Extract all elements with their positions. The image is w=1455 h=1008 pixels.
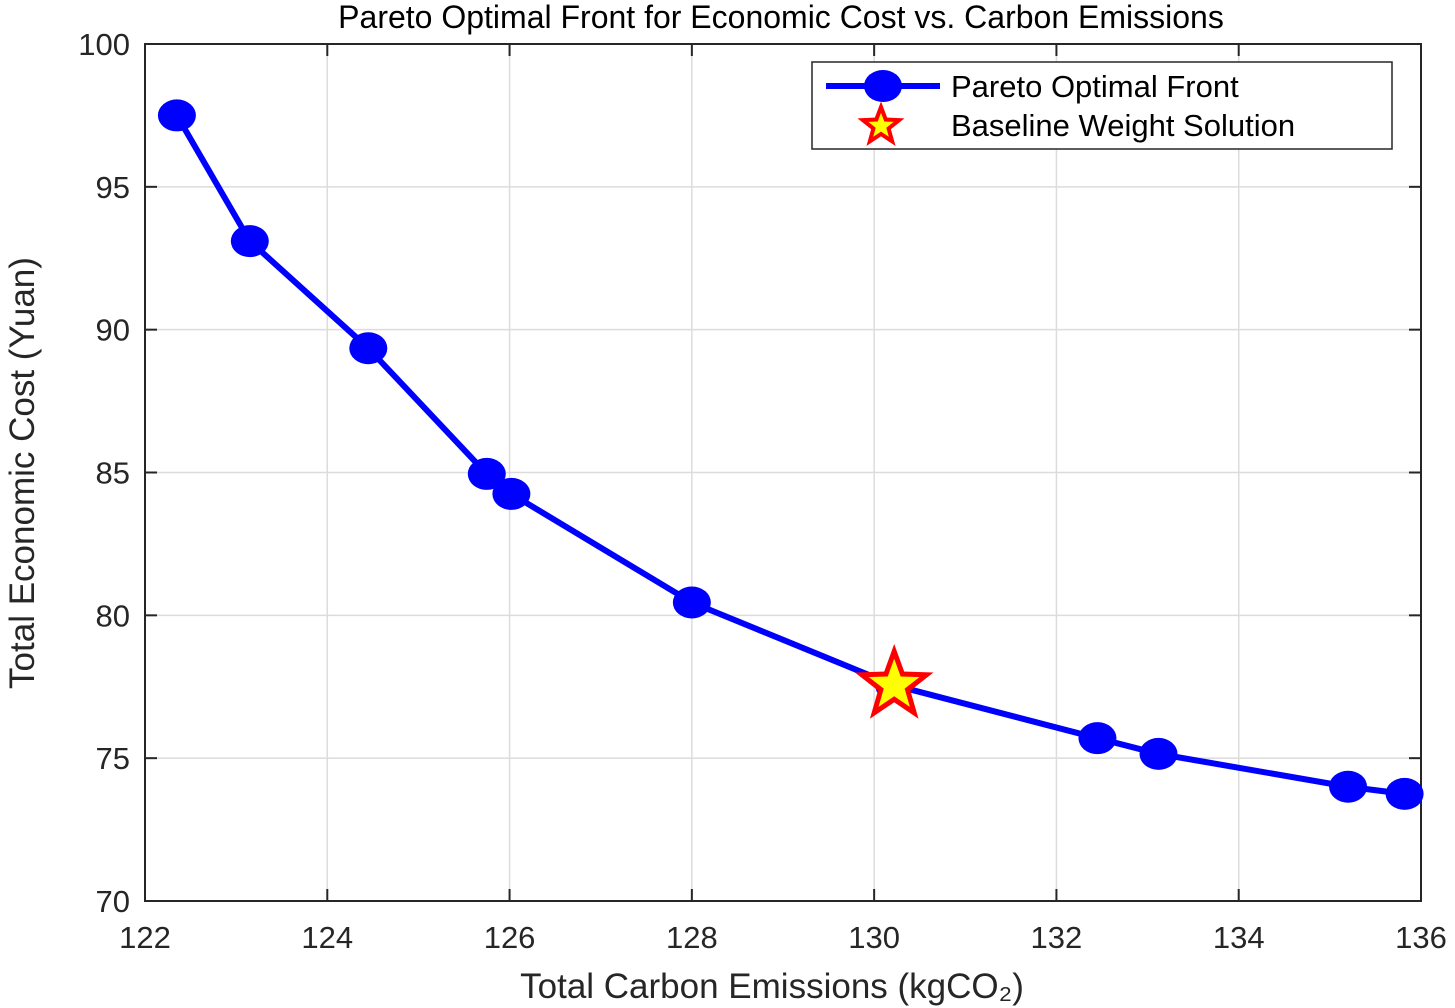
x-tick-label: 134 [1213,920,1265,955]
x-tick-label: 136 [1395,920,1447,955]
axis-ticks: 122 124 126 128 130 132 134 136 70 75 80 85 90 95 100 [78,27,1447,955]
baseline-solution-marker [854,643,934,719]
x-tick-label: 122 [119,920,171,955]
x-tick-label: 132 [1031,920,1083,955]
legend: Pareto Optimal Front Baseline Weight Sol… [811,61,1393,150]
x-tick-label: 128 [666,920,718,955]
y-tick-label: 95 [96,170,130,205]
y-tick-label: 85 [96,456,130,491]
x-axis-label: Total Carbon Emissions (kgCO₂) [520,967,1024,1006]
legend-label-baseline: Baseline Weight Solution [951,108,1295,143]
data-point [1078,722,1117,755]
y-tick-label: 75 [96,741,130,776]
x-tick-label: 126 [484,920,536,955]
data-point [349,332,388,365]
chart-title: Pareto Optimal Front for Economic Cost v… [338,0,1224,35]
data-point [492,477,531,510]
y-tick-label: 70 [96,884,130,919]
data-point [467,457,506,490]
data-point [157,99,196,132]
series-line [174,113,1405,797]
data-point [1139,737,1178,770]
y-tick-label: 80 [96,598,130,633]
legend-marker-pareto [864,70,902,102]
baseline-star [854,643,934,719]
series-pareto-front [157,99,1424,810]
grid-lines [145,44,1421,901]
legend-marker-baseline [857,101,905,147]
x-tick-label: 124 [301,920,353,955]
data-point [1329,770,1368,803]
data-point [1385,777,1424,810]
data-point [672,586,711,619]
legend-box [811,61,1393,150]
y-tick-label: 90 [96,313,130,348]
x-tick-label: 130 [848,920,900,955]
y-axis-label: Total Economic Cost (Yuan) [3,257,42,689]
legend-label-pareto: Pareto Optimal Front [951,69,1239,104]
data-point [230,225,269,258]
y-tick-label: 100 [78,27,130,62]
